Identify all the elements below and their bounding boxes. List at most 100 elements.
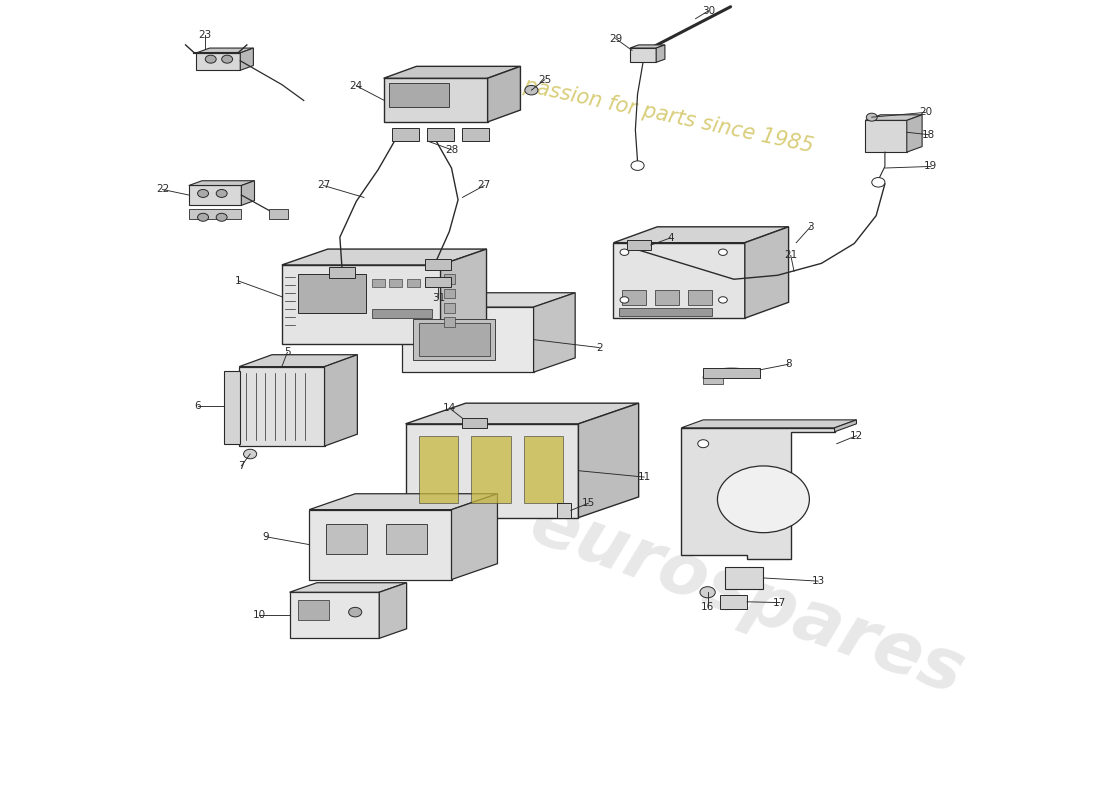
Polygon shape [309, 510, 451, 579]
Circle shape [620, 249, 629, 255]
Polygon shape [579, 403, 639, 518]
Text: 1: 1 [234, 276, 241, 286]
Text: 9: 9 [262, 532, 268, 542]
Circle shape [243, 450, 256, 458]
Circle shape [525, 86, 538, 95]
Bar [407, 279, 420, 287]
Polygon shape [241, 181, 254, 206]
Circle shape [198, 214, 209, 222]
Polygon shape [384, 66, 520, 78]
Circle shape [717, 466, 810, 533]
Polygon shape [239, 354, 358, 366]
Circle shape [198, 190, 209, 198]
Polygon shape [630, 48, 657, 62]
Text: 13: 13 [812, 576, 825, 586]
Text: 24: 24 [350, 81, 363, 90]
Text: 25: 25 [538, 75, 551, 85]
Polygon shape [309, 494, 497, 510]
Text: a passion for parts since 1985: a passion for parts since 1985 [504, 71, 815, 157]
Text: 28: 28 [444, 145, 458, 154]
Bar [426, 258, 451, 270]
Text: eurospares: eurospares [520, 488, 974, 709]
Bar [719, 594, 747, 609]
Bar [372, 279, 385, 287]
Bar [623, 290, 647, 305]
Bar [443, 303, 454, 313]
Circle shape [700, 586, 715, 598]
Polygon shape [745, 227, 789, 318]
Polygon shape [197, 53, 240, 70]
Bar [443, 274, 454, 284]
Circle shape [222, 55, 232, 63]
Text: 18: 18 [922, 130, 935, 140]
Polygon shape [384, 78, 487, 122]
Bar [386, 524, 428, 554]
Circle shape [217, 190, 227, 198]
Bar [619, 308, 712, 316]
Polygon shape [657, 45, 664, 62]
Bar [224, 370, 240, 444]
Polygon shape [487, 66, 520, 122]
Bar [462, 418, 486, 428]
Text: 10: 10 [252, 610, 265, 620]
Text: 22: 22 [156, 185, 169, 194]
Text: 27: 27 [477, 181, 491, 190]
Polygon shape [240, 48, 253, 70]
Text: 5: 5 [284, 347, 290, 358]
Circle shape [620, 297, 629, 303]
Text: 12: 12 [850, 430, 864, 441]
Polygon shape [534, 293, 575, 372]
Polygon shape [289, 592, 380, 638]
Bar [426, 277, 451, 287]
Polygon shape [614, 227, 789, 242]
Polygon shape [406, 403, 639, 424]
Polygon shape [189, 181, 254, 186]
Circle shape [206, 55, 217, 63]
Bar [298, 600, 329, 620]
Text: 14: 14 [442, 403, 455, 413]
Bar [703, 368, 760, 378]
Text: 30: 30 [702, 6, 715, 16]
Bar [688, 290, 712, 305]
Polygon shape [324, 354, 358, 446]
Polygon shape [189, 186, 241, 206]
Bar [389, 83, 449, 107]
Polygon shape [239, 366, 324, 446]
Bar [627, 239, 651, 250]
Text: 8: 8 [785, 359, 792, 370]
Polygon shape [681, 428, 835, 559]
Polygon shape [835, 420, 857, 432]
Bar [393, 128, 419, 141]
Bar [443, 289, 454, 298]
Bar [298, 274, 366, 313]
Polygon shape [289, 582, 407, 592]
Bar [414, 319, 495, 360]
Text: 7: 7 [238, 461, 244, 471]
Circle shape [867, 114, 877, 121]
Bar [557, 503, 571, 518]
Text: 20: 20 [918, 107, 932, 118]
Bar [703, 378, 723, 384]
Text: 6: 6 [195, 402, 201, 411]
Text: 15: 15 [582, 498, 595, 508]
Polygon shape [282, 249, 486, 265]
Circle shape [718, 249, 727, 255]
Polygon shape [630, 45, 664, 48]
Text: 31: 31 [431, 294, 446, 303]
Polygon shape [866, 114, 922, 120]
Text: 23: 23 [199, 30, 212, 40]
Bar [428, 128, 453, 141]
Text: 11: 11 [638, 472, 651, 482]
Text: 27: 27 [317, 181, 330, 190]
Bar [462, 128, 488, 141]
Circle shape [217, 214, 227, 222]
Bar [725, 567, 763, 589]
Text: 17: 17 [773, 598, 786, 607]
Bar [268, 210, 288, 219]
Circle shape [872, 178, 884, 187]
Bar [471, 436, 510, 503]
Polygon shape [197, 48, 253, 53]
Bar [443, 318, 454, 327]
Polygon shape [379, 582, 407, 638]
Polygon shape [681, 420, 857, 428]
